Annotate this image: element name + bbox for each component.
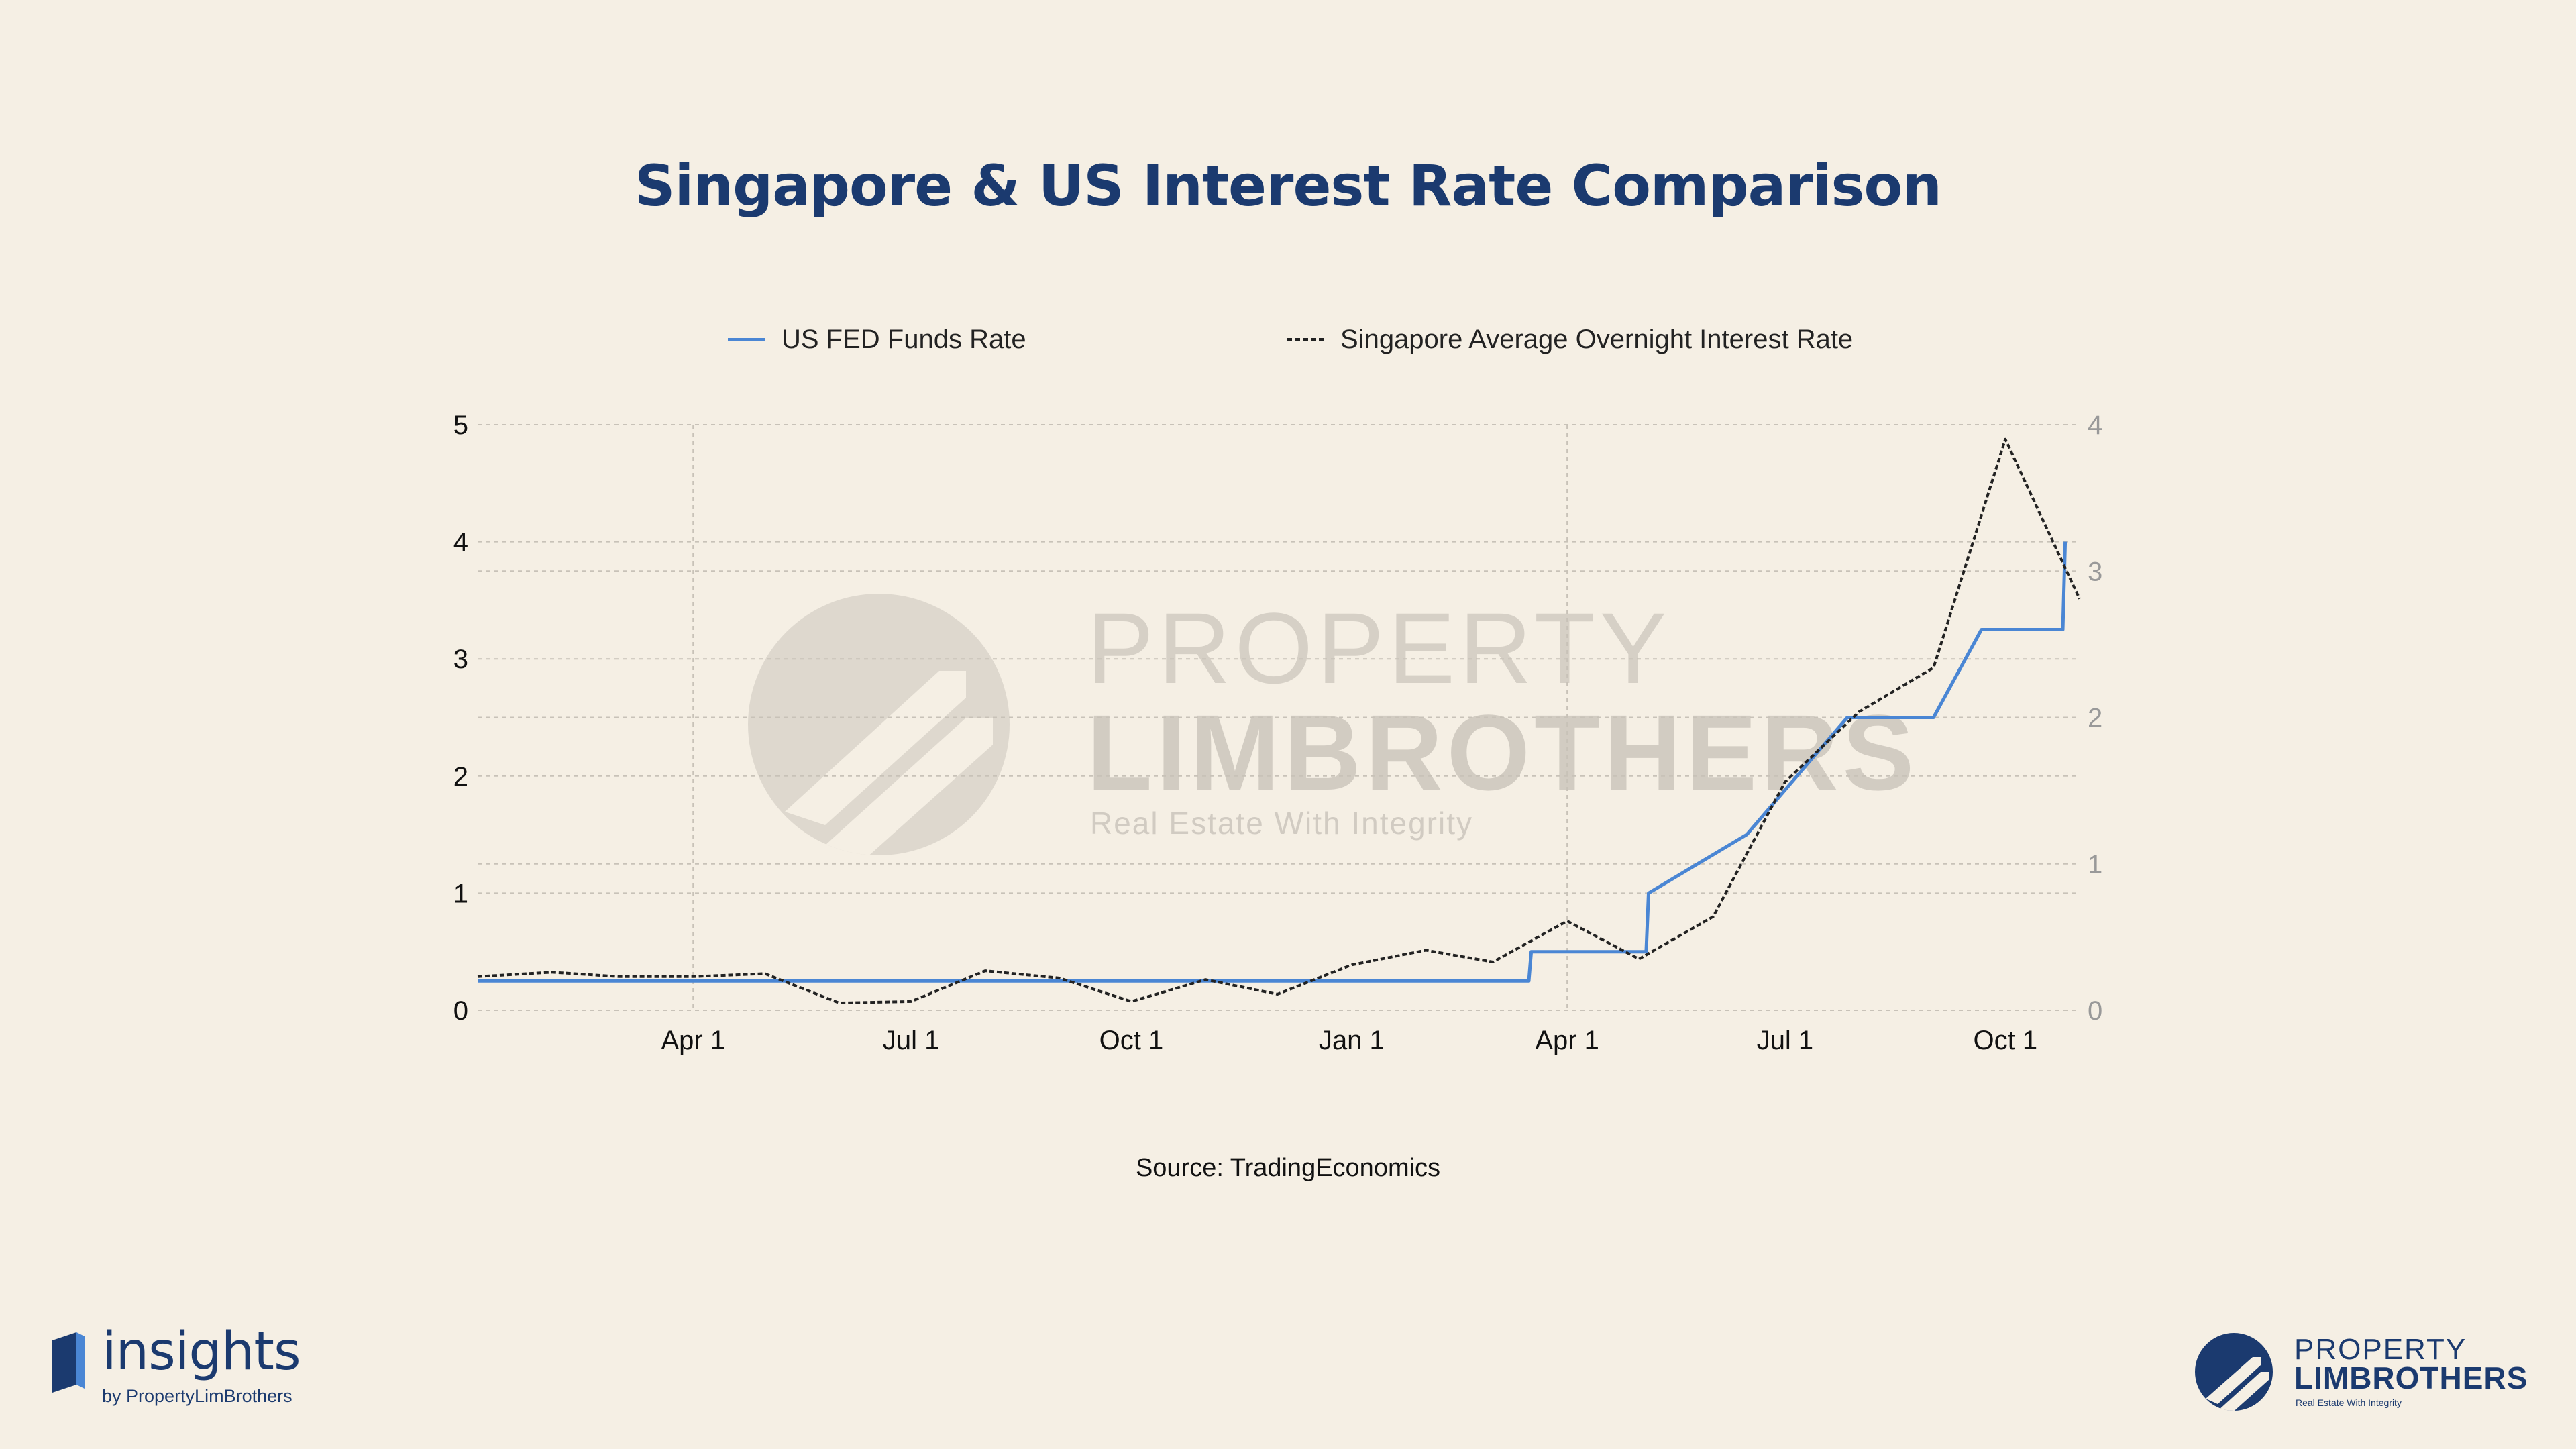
brand-line2: LIMBROTHERS <box>2294 1360 2528 1395</box>
insights-sub: by PropertyLimBrothers <box>102 1386 292 1406</box>
limbrothers-brand: PROPERTY LIMBROTHERS Real Estate With In… <box>2194 1325 2542 1419</box>
legend-item-us: US FED Funds Rate <box>728 319 1026 360</box>
y-left-tick-label: 1 <box>453 879 468 908</box>
y-left-tick-label: 3 <box>453 645 468 674</box>
y-left-tick-label: 0 <box>453 996 468 1026</box>
insights-word: insights <box>102 1322 301 1382</box>
y-right-tick-label: 4 <box>2088 411 2102 440</box>
y-right-tick-label: 0 <box>2088 996 2102 1026</box>
legend-item-sg: Singapore Average Overnight Interest Rat… <box>1287 319 1853 360</box>
x-tick-label: Apr 1 <box>1535 1026 1599 1055</box>
legend-swatch-us <box>728 337 765 341</box>
legend-swatch-sg <box>1287 338 1324 341</box>
source-note: Source: TradingEconomics <box>1135 1154 1441 1182</box>
page-title: Singapore & US Interest Rate Comparison <box>635 153 1942 219</box>
brand-line1: PROPERTY <box>2294 1333 2467 1366</box>
property-limbrothers-logo-icon <box>2195 1333 2273 1411</box>
watermark-line2: LIMBROTHERS <box>1087 692 1919 812</box>
x-tick-label: Apr 1 <box>661 1026 725 1055</box>
y-left-tick-label: 2 <box>453 762 468 792</box>
watermark-line3: Real Estate With Integrity <box>1090 806 1473 841</box>
brand-line3: Real Estate With Integrity <box>2296 1397 2402 1408</box>
legend-label-sg: Singapore Average Overnight Interest Rat… <box>1340 324 1854 354</box>
insights-book-icon <box>52 1332 85 1393</box>
y-right-tick-label: 1 <box>2088 850 2102 879</box>
series-line-us-fed <box>478 541 2068 983</box>
x-tick-label: Jul 1 <box>1757 1026 1814 1055</box>
y-left-tick-label: 4 <box>453 528 468 557</box>
x-tick-label: Oct 1 <box>1974 1026 2038 1055</box>
x-tick-label: Oct 1 <box>1099 1026 1164 1055</box>
y-right-tick-label: 3 <box>2088 557 2102 586</box>
series-line-singapore <box>477 437 2081 1005</box>
legend-label-us: US FED Funds Rate <box>782 324 1026 354</box>
y-left-tick-label: 5 <box>453 411 468 440</box>
x-tick-label: Jan 1 <box>1319 1026 1385 1055</box>
y-right-tick-label: 2 <box>2088 704 2102 733</box>
watermark-line1: PROPERTY <box>1087 592 1671 704</box>
x-tick-label: Jul 1 <box>883 1026 940 1055</box>
watermark-logo-icon <box>748 594 1010 855</box>
insights-brand: insights by PropertyLimBrothers <box>52 1322 334 1415</box>
